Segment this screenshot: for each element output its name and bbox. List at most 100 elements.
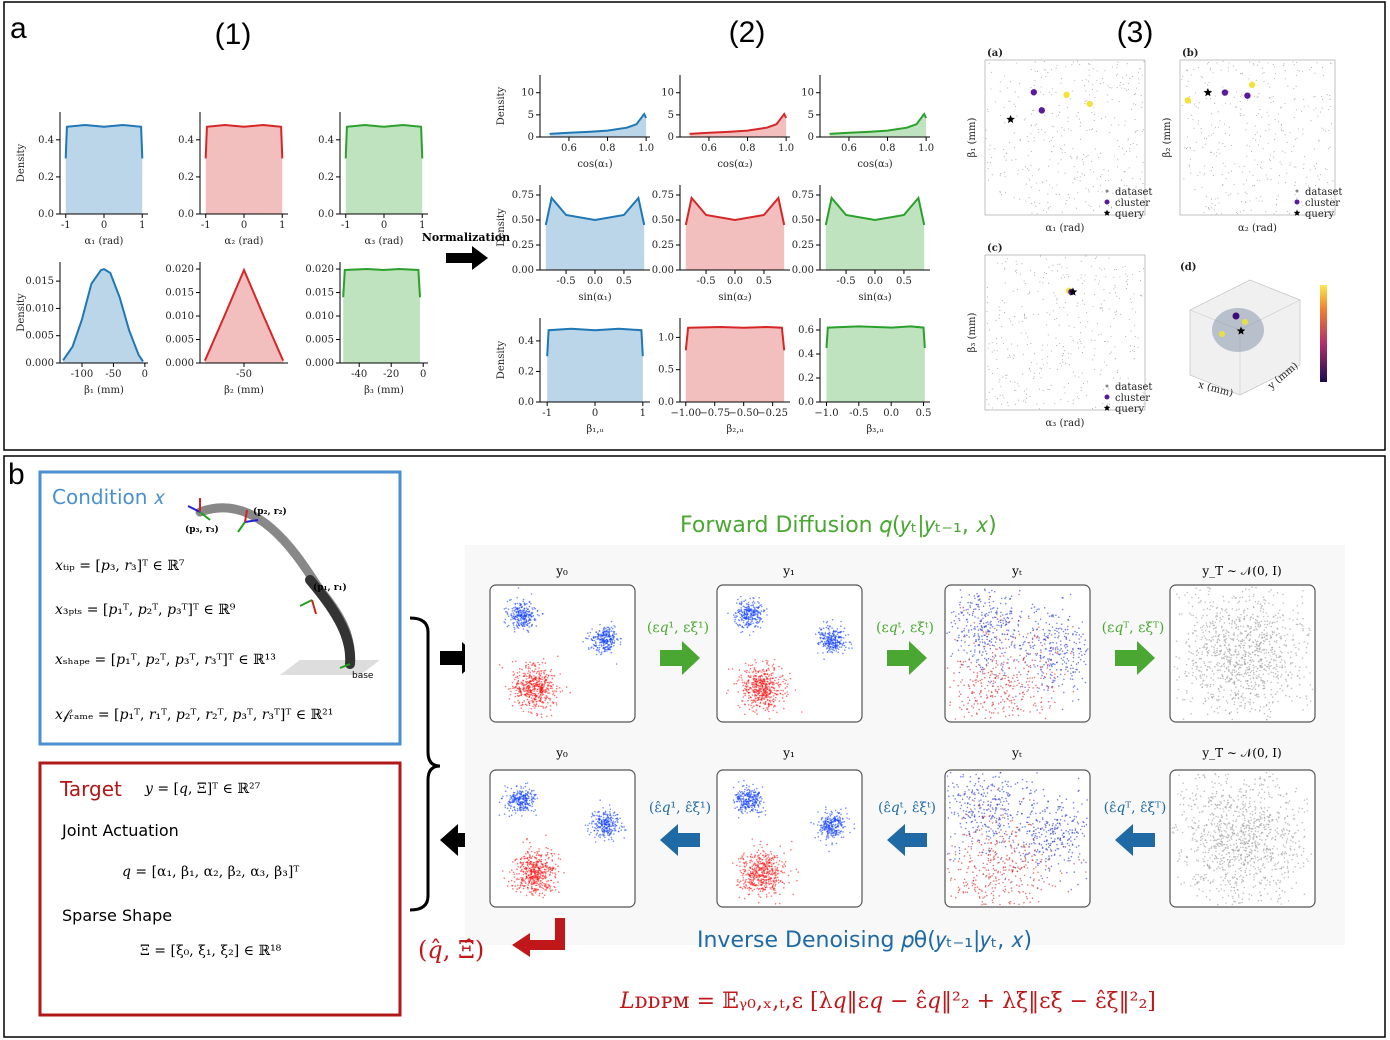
sample-point (750, 705, 752, 707)
sample-point (750, 677, 752, 679)
sample-point (1196, 651, 1198, 653)
sample-point (603, 629, 605, 631)
sample-point (1264, 603, 1266, 605)
sample-point (522, 610, 524, 612)
sample-point (1209, 602, 1211, 604)
sample-point (1050, 650, 1052, 652)
sample-point (509, 798, 511, 800)
sample-point (1217, 648, 1219, 650)
sample-point (1247, 688, 1249, 690)
sample-point (536, 870, 538, 872)
sample-point (504, 785, 506, 787)
sample-point (748, 621, 750, 623)
sample-point (1200, 600, 1202, 602)
sample-point (823, 637, 825, 639)
sample-point (504, 813, 506, 815)
sample-point (607, 643, 609, 645)
sample-point (981, 614, 983, 616)
sample-point (1195, 630, 1197, 632)
sample-point (536, 690, 538, 692)
sample-point (992, 668, 994, 670)
sample-point (1041, 709, 1043, 711)
sample-point (1262, 663, 1264, 665)
sample-point (538, 667, 540, 669)
sample-point (752, 604, 754, 606)
sample-point (1015, 638, 1017, 640)
sample-point (516, 683, 518, 685)
sample-point (1082, 633, 1084, 635)
sample-point (1215, 632, 1217, 634)
sample-point (619, 827, 621, 829)
sample-point (523, 684, 525, 686)
sample-point (1200, 627, 1202, 629)
sample-point (606, 827, 608, 829)
sample-point (1060, 669, 1062, 671)
sample-point (995, 648, 997, 650)
sample-point (986, 659, 988, 661)
sample-point (1190, 701, 1192, 703)
sample-point (740, 624, 742, 626)
sample-point (613, 642, 615, 644)
sample-point (1030, 653, 1032, 655)
sample-point (528, 626, 530, 628)
sample-point (737, 599, 739, 601)
sample-point (541, 689, 543, 691)
sample-point (757, 699, 759, 701)
sample-point (1222, 596, 1224, 598)
sample-point (536, 713, 538, 715)
sample-point (1020, 709, 1022, 711)
sample-point (527, 683, 529, 685)
sample-point (996, 625, 998, 627)
sample-point (533, 680, 535, 682)
sample-point (789, 673, 791, 675)
sample-point (529, 693, 531, 695)
sample-point (774, 693, 776, 695)
sample-point (599, 630, 601, 632)
sample-point (1007, 633, 1009, 635)
sample-point (971, 715, 973, 717)
equation: 𝑞 = [α₁, β₁, α₂, β₂, α₃, β₃]ᵀ (122, 864, 299, 880)
sample-point (1005, 675, 1007, 677)
sample-point (1256, 671, 1258, 673)
sample-point (1230, 711, 1232, 713)
sample-point (840, 631, 842, 633)
sample-point (761, 699, 763, 701)
sample-point (1075, 634, 1077, 636)
sample-point (970, 602, 972, 604)
sample-point (974, 598, 976, 600)
sample-point (827, 642, 829, 644)
sample-point (1244, 616, 1246, 618)
sample-point (1256, 696, 1258, 698)
sample-point (603, 635, 605, 637)
sample-point (1062, 709, 1064, 711)
sample-point (1259, 622, 1261, 624)
sample-point (1267, 666, 1269, 668)
sample-point (1242, 654, 1244, 656)
sample-point (1188, 602, 1190, 604)
sample-point (606, 650, 608, 652)
sample-point (616, 820, 618, 822)
sample-point (604, 822, 606, 824)
sample-point (833, 633, 835, 635)
sample-point (541, 684, 543, 686)
sample-point (531, 881, 533, 883)
sample-point (967, 621, 969, 623)
sample-point (603, 820, 605, 822)
sample-point (1262, 649, 1264, 651)
sample-point (515, 616, 517, 618)
sample-point (1222, 630, 1224, 632)
sample-point (1244, 697, 1246, 699)
sample-point (753, 679, 755, 681)
sample-point (1200, 666, 1202, 668)
sample-point (523, 599, 525, 601)
sample-point (976, 676, 978, 678)
sample-point (1210, 623, 1212, 625)
sample-point (748, 692, 750, 694)
sample-point (1034, 606, 1036, 608)
sample-point (521, 669, 523, 671)
sample-point (766, 689, 768, 691)
subheading: Sparse Shape (62, 906, 172, 925)
sample-point (1176, 640, 1178, 642)
sample-point (1043, 678, 1045, 680)
sample-point (995, 641, 997, 643)
